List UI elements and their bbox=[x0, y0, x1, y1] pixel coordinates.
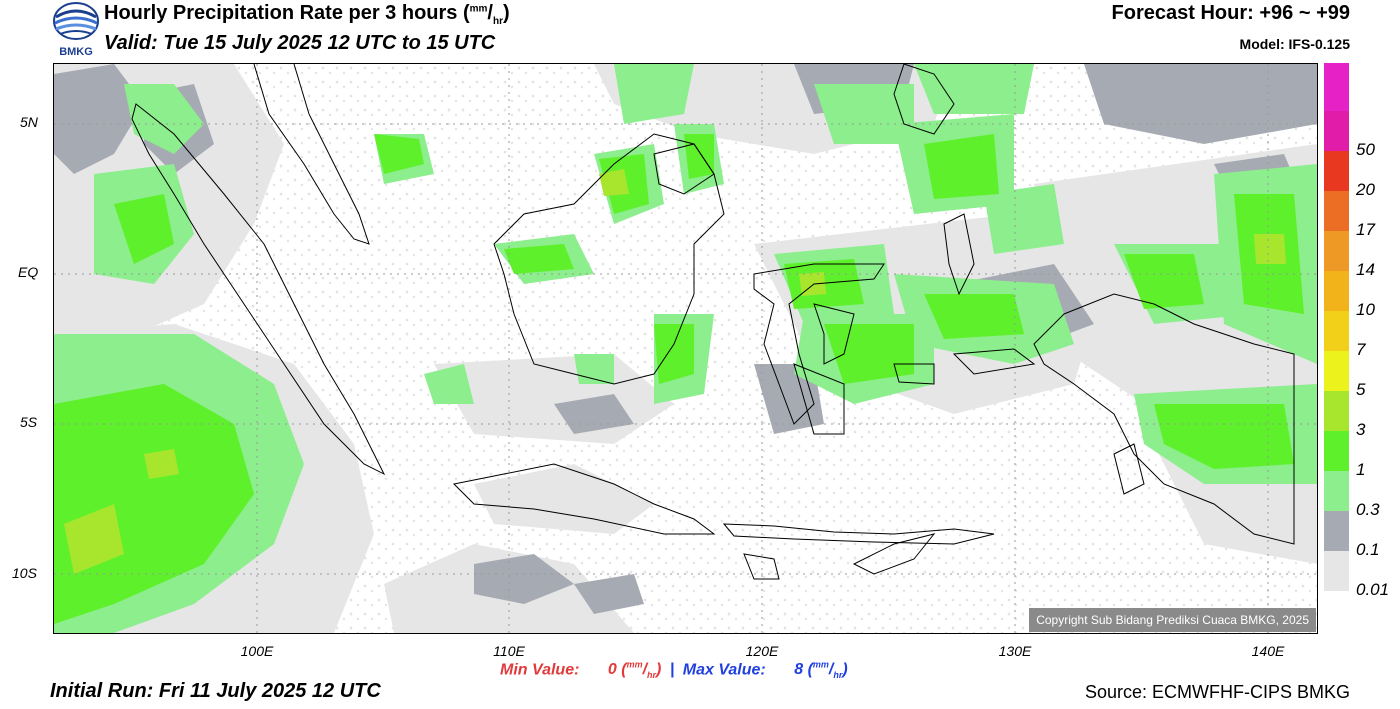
lon-label-130e: 130E bbox=[998, 643, 1032, 659]
legend-box-top bbox=[1324, 63, 1349, 119]
sunda-islands bbox=[722, 523, 995, 545]
legend-label: 20 bbox=[1356, 180, 1375, 199]
initial-run: Initial Run: Fri 11 July 2025 12 UTC bbox=[50, 680, 381, 702]
mindanao-coast bbox=[893, 64, 955, 135]
legend-label: 0.01 bbox=[1356, 580, 1390, 599]
lon-label-100e: 100E bbox=[240, 643, 274, 659]
legend-label: 1 bbox=[1356, 460, 1366, 479]
legend-box bbox=[1324, 151, 1349, 191]
min-value-label: Min Value: bbox=[500, 661, 580, 679]
legend-label: 0.1 bbox=[1356, 540, 1380, 559]
maluku-islands bbox=[943, 213, 975, 296]
legend-label: 0.3 bbox=[1356, 500, 1380, 519]
legend-box bbox=[1324, 511, 1349, 551]
legend-box bbox=[1324, 431, 1349, 471]
rain-3 bbox=[64, 169, 1286, 574]
legend-label: 14 bbox=[1356, 260, 1375, 279]
min-value: 0 bbox=[607, 661, 617, 679]
max-value: 8 bbox=[794, 661, 804, 679]
bmkg-logo bbox=[52, 1, 100, 61]
sulawesi-coast bbox=[753, 263, 885, 425]
malay-coast bbox=[253, 64, 370, 245]
graticule bbox=[54, 64, 1317, 633]
min-max-values: Min Value: 0 (mm/hr) | Max Value: 8 (mm/… bbox=[500, 660, 848, 681]
map-canvas bbox=[54, 64, 1317, 633]
map-title: Hourly Precipitation Rate per 3 hours (m… bbox=[104, 2, 510, 27]
copyright-notice: Copyright Sub Bidang Prediksi Cuaca BMKG… bbox=[1029, 608, 1316, 632]
lon-label-110e: 110E bbox=[493, 643, 525, 659]
min-unit: (mm/hr) bbox=[621, 660, 662, 681]
legend-box bbox=[1324, 471, 1349, 511]
data-source: Source: ECMWFHF-CIPS BMKG bbox=[1084, 682, 1350, 702]
legend-box bbox=[1324, 231, 1349, 271]
model-name: Model: IFS-0.125 bbox=[1239, 36, 1350, 52]
lon-label-140e: 140E bbox=[1251, 643, 1285, 659]
legend-box bbox=[1324, 191, 1349, 231]
legend-box bbox=[1324, 311, 1349, 351]
java-coast bbox=[452, 463, 716, 535]
legend-box bbox=[1324, 271, 1349, 311]
legend-box bbox=[1324, 111, 1349, 151]
max-unit: (mm/hr) bbox=[807, 660, 848, 681]
precipitation-map bbox=[53, 63, 1318, 634]
lat-label-10s: 10S bbox=[12, 565, 37, 581]
lat-label-eq: EQ bbox=[18, 264, 39, 280]
lat-label-5s: 5S bbox=[20, 414, 38, 430]
precip-legend bbox=[1324, 63, 1349, 591]
legend-box bbox=[1324, 351, 1349, 391]
forecast-hour: Forecast Hour: +96 ~ +99 bbox=[1111, 2, 1350, 24]
legend-label: 50 bbox=[1356, 140, 1375, 159]
legend-label: 17 bbox=[1356, 220, 1375, 239]
legend-label: 5 bbox=[1356, 380, 1366, 399]
timor-coast bbox=[852, 533, 936, 575]
valid-time: Valid: Tue 15 July 2025 12 UTC to 15 UTC bbox=[104, 32, 496, 54]
logo-text: BMKG bbox=[59, 46, 93, 58]
borneo-coast bbox=[493, 133, 725, 385]
legend-label: 10 bbox=[1356, 300, 1375, 319]
new-guinea-coast bbox=[1033, 293, 1295, 545]
max-value-label: Max Value: bbox=[682, 661, 766, 679]
lon-label-120e: 120E bbox=[745, 643, 779, 659]
coastlines bbox=[131, 64, 1295, 580]
legend-box bbox=[1324, 391, 1349, 431]
legend-label: 7 bbox=[1356, 340, 1366, 359]
legend-box bbox=[1324, 551, 1349, 591]
lat-label-5n: 5N bbox=[20, 114, 38, 130]
sumatra-coast bbox=[131, 103, 386, 476]
legend-label: 3 bbox=[1356, 420, 1366, 439]
